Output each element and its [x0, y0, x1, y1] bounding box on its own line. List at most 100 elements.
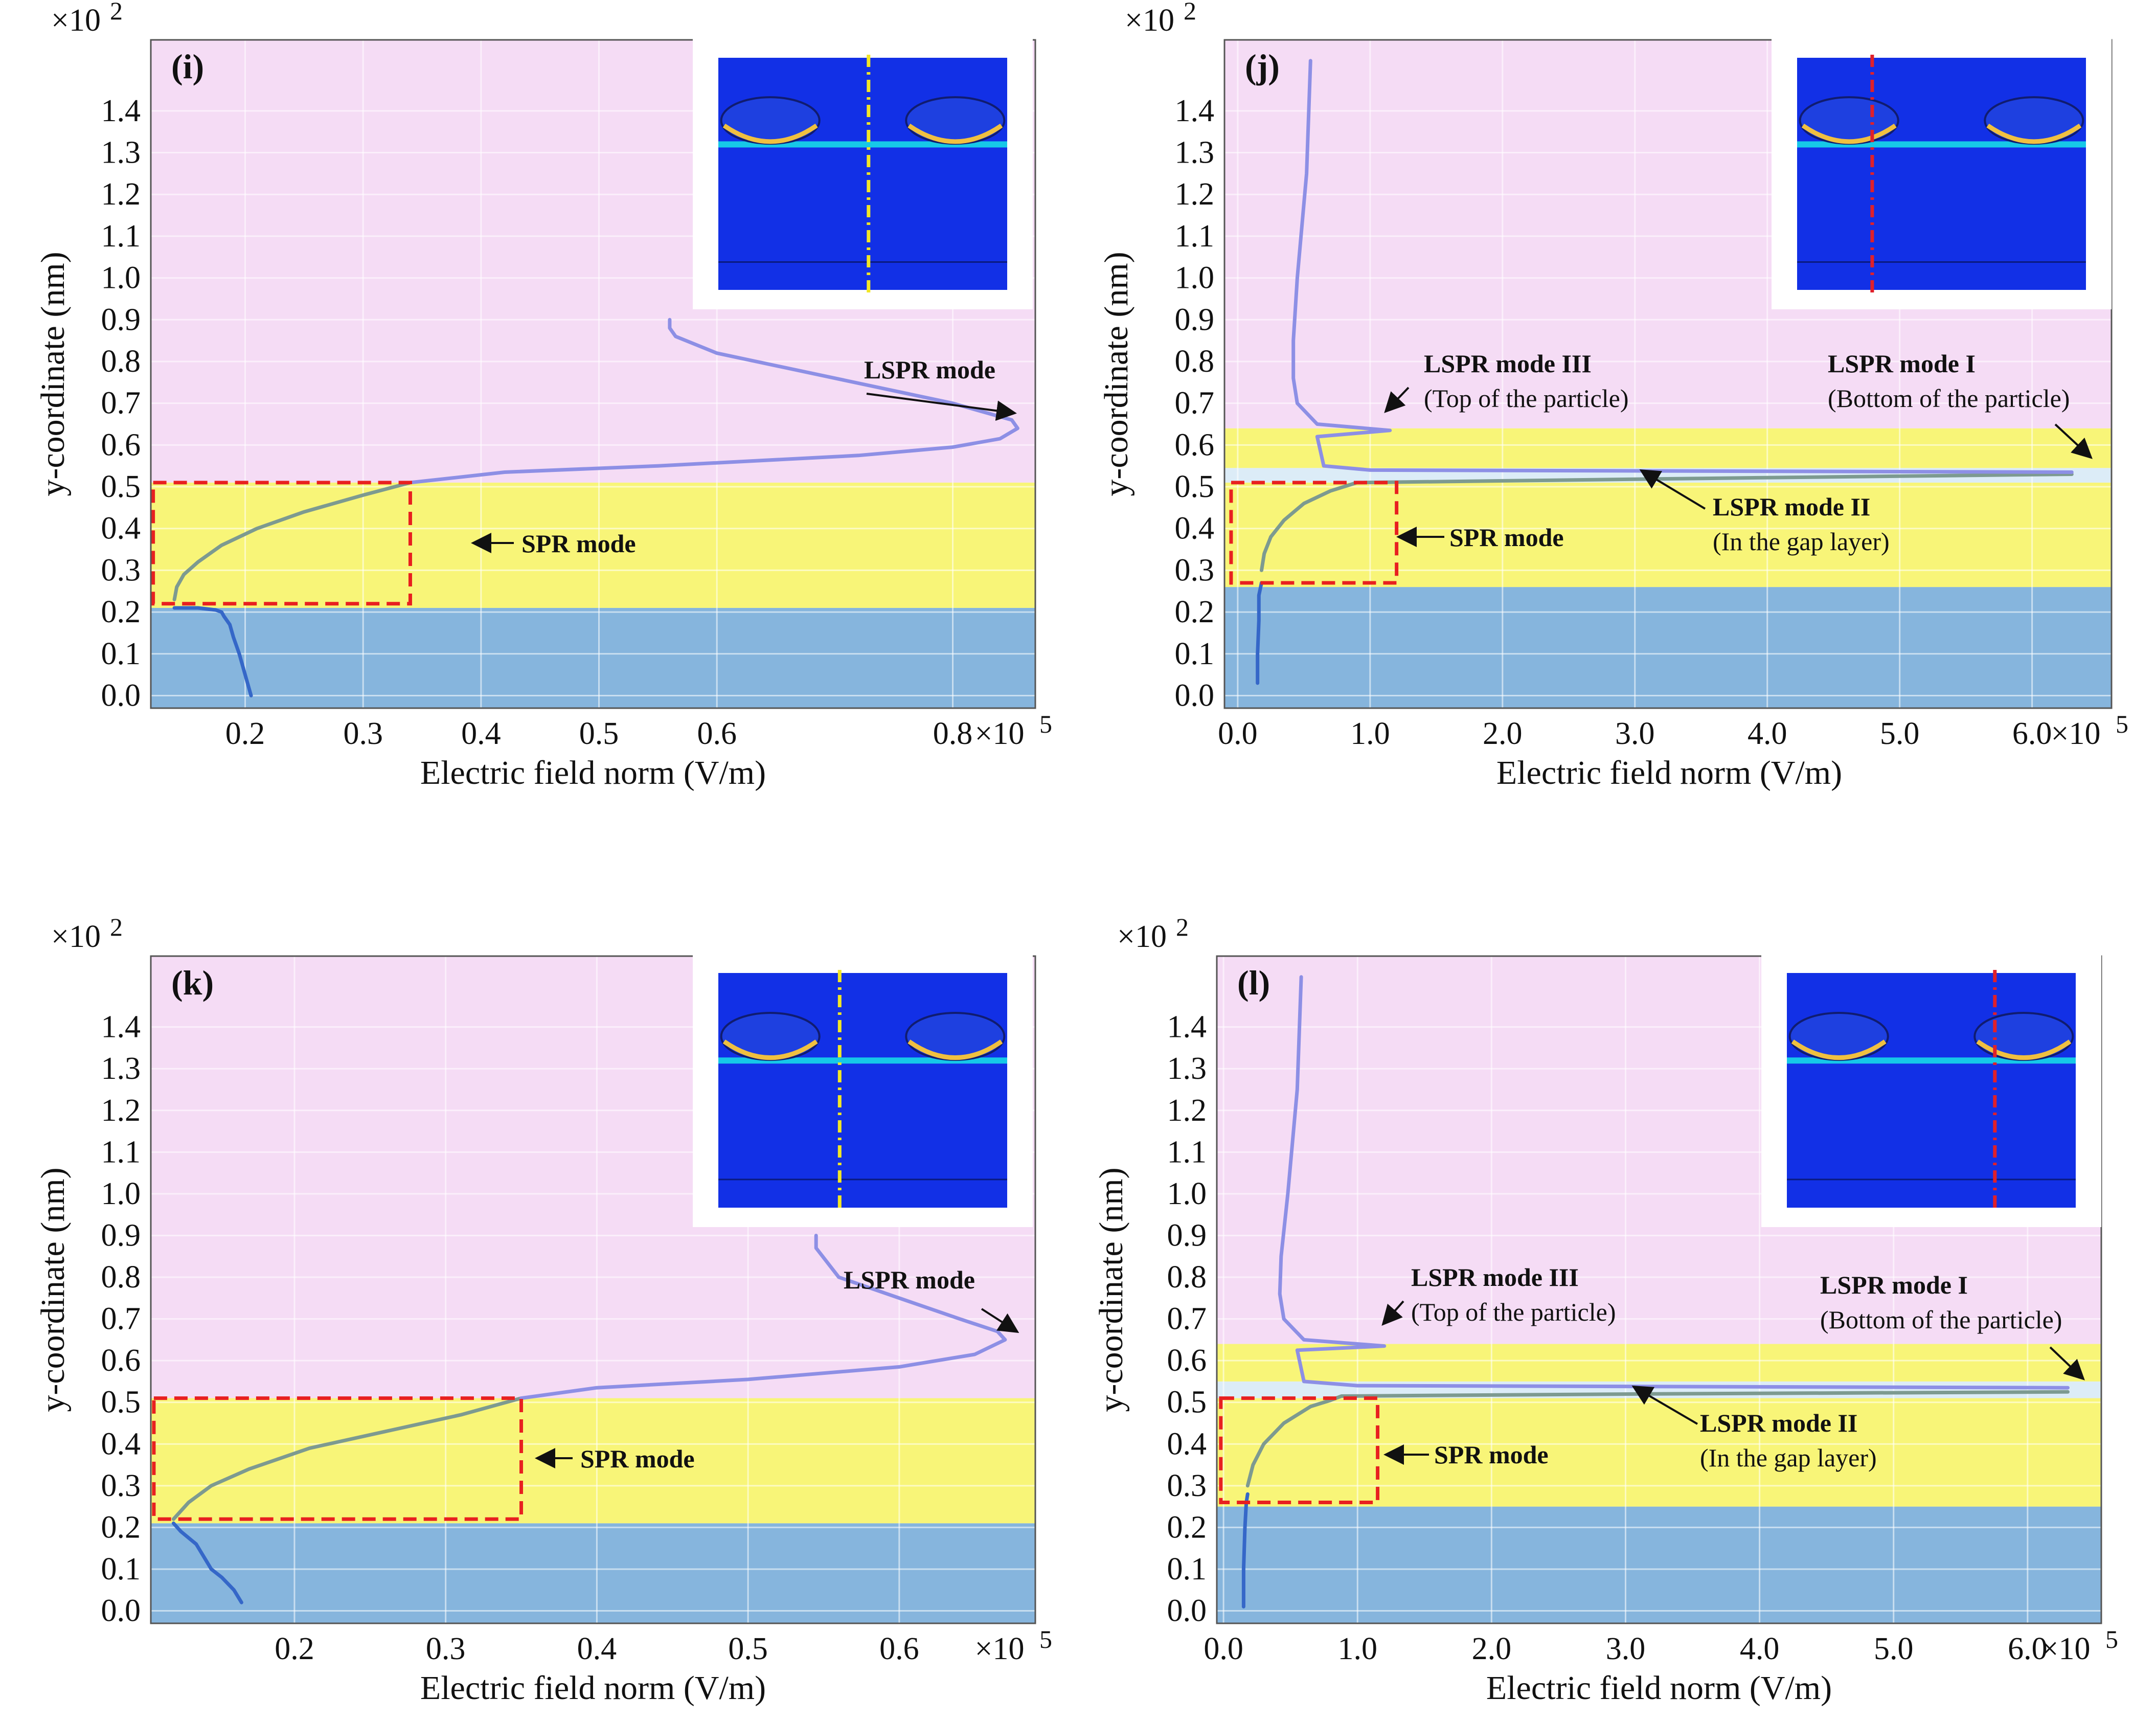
x-tick-label: 0.2	[225, 716, 265, 751]
y-tick-label: 0.9	[1175, 302, 1215, 337]
series-line-gold	[1245, 1390, 2070, 1488]
x-tick-label: 6.0	[2012, 716, 2052, 751]
y-tick-label: 0.1	[1167, 1552, 1207, 1587]
series-line-gold	[172, 481, 412, 602]
x-tick-label: 0.3	[343, 716, 383, 751]
spr-box	[1219, 1396, 1380, 1504]
y-tick-label: 0.9	[101, 302, 141, 337]
inset-hotspot	[1791, 1039, 1887, 1060]
x-tick-label: 3.0	[1606, 1632, 1646, 1666]
inset-particle	[1984, 96, 2084, 145]
inset-particle	[905, 1012, 1006, 1061]
x-multiplier: ×10	[975, 716, 1025, 751]
plot-frame	[150, 955, 1036, 1624]
inset-particle	[720, 96, 821, 145]
y-tick-label: 0.4	[1175, 511, 1215, 546]
region-gold	[1217, 1344, 2101, 1382]
y-multiplier: ×10	[51, 919, 101, 954]
inset-particle	[1799, 96, 1899, 145]
y-tick-label: 0.7	[101, 386, 141, 421]
y-axis-label: y-coordinate (nm)	[34, 252, 72, 496]
y-tick-label: 1.4	[1167, 1010, 1207, 1045]
y-tick-label: 0.3	[101, 1468, 141, 1503]
annotation-label: SPR mode	[580, 1444, 695, 1473]
annotation-label: SPR mode	[521, 529, 636, 558]
y-multiplier: ×10	[1125, 3, 1174, 38]
annotation-arrow	[1639, 469, 1706, 510]
x-tick-label: 0.3	[426, 1632, 466, 1666]
y-tick-label: 1.0	[1175, 261, 1215, 296]
region-gold	[151, 1398, 1035, 1524]
y-tick-label: 0.0	[101, 678, 141, 713]
chart-panel-i: 0.2 0.3 0.4 0.5 0.6 0.8 0.0 0.1 0.2 0.3 0.4 0.5 0.6 0…	[34, 0, 1052, 791]
y-tick-label: 1.3	[101, 1051, 141, 1086]
annotation-arrow	[1384, 387, 1410, 413]
y-tick-label: 0.1	[1175, 637, 1215, 671]
y-tick-label: 1.1	[101, 1135, 141, 1169]
annotation-sublabel: (Bottom of the particle)	[1828, 384, 2070, 413]
y-multiplier: ×10	[51, 3, 101, 38]
annotation-arrow	[981, 1308, 1019, 1333]
annotation-label: LSPR mode I	[1820, 1271, 1968, 1299]
x-axis-label: Electric field norm (V/m)	[1496, 754, 1842, 791]
spr-box	[151, 481, 412, 606]
y-tick-label: 0.2	[1175, 595, 1215, 629]
y-tick-label: 0.3	[101, 553, 141, 587]
inset-hotspot	[1801, 123, 1897, 144]
inset-hotspot	[722, 1039, 818, 1060]
y-tick-label: 0.5	[1167, 1385, 1207, 1420]
y-tick-label: 1.2	[101, 1093, 141, 1128]
y-axis-label: y-coordinate (nm)	[1098, 252, 1135, 496]
x-tick-label: 1.0	[1350, 716, 1390, 751]
y-tick-label: 0.6	[1167, 1343, 1207, 1378]
x-tick-label: 4.0	[1740, 1632, 1780, 1666]
y-tick-label: 0.1	[101, 637, 141, 671]
inset-gap-band	[718, 141, 1007, 148]
x-tick-label: 2.0	[1472, 1632, 1512, 1666]
plot-frame	[1223, 39, 2113, 709]
y-tick-label: 0.5	[101, 1385, 141, 1420]
x-axis-label: Electric field norm (V/m)	[420, 754, 766, 791]
inset-field-map	[718, 973, 1007, 1208]
panel-label: (k)	[171, 963, 214, 1002]
y-tick-label: 0.2	[101, 595, 141, 629]
annotation-label: LSPR mode	[844, 1265, 975, 1294]
y-tick-label: 0.6	[1175, 427, 1215, 462]
y-tick-label: 0.0	[1175, 678, 1215, 713]
inset-gap-band	[1797, 141, 2086, 148]
x-tick-label: 0.6	[697, 716, 737, 751]
x-tick-label: 5.0	[1874, 1632, 1914, 1666]
y-tick-label: 0.8	[101, 1260, 141, 1295]
inset-gap-band	[1787, 1057, 2076, 1064]
y-tick-label: 0.3	[1167, 1468, 1207, 1503]
y-tick-label: 1.0	[101, 261, 141, 296]
annotation-label: LSPR mode	[864, 355, 995, 384]
x-tick-label: 0.4	[577, 1632, 617, 1666]
inset-particle	[1788, 1012, 1889, 1061]
y-tick-label: 1.1	[101, 219, 141, 254]
y-tick-label: 1.2	[1175, 177, 1215, 212]
inset-field-map	[718, 58, 1007, 290]
y-tick-label: 0.0	[101, 1594, 141, 1628]
inset-particle	[720, 1012, 821, 1061]
y-multiplier-exp: 2	[1176, 913, 1189, 941]
inset-gap-band	[718, 1057, 1007, 1064]
inset-hotspot	[1986, 123, 2082, 144]
y-tick-label: 1.2	[1167, 1093, 1207, 1128]
y-tick-label: 1.0	[101, 1176, 141, 1211]
annotation-arrow	[1381, 1300, 1404, 1326]
inset-field-map	[1787, 973, 2076, 1208]
inset-hotspot	[1976, 1039, 2072, 1060]
annotation-label: SPR mode	[1449, 523, 1564, 552]
y-tick-label: 1.1	[1175, 219, 1215, 254]
y-tick-label: 0.6	[101, 1343, 141, 1378]
y-tick-label: 1.3	[101, 135, 141, 170]
annotation-sublabel: (Bottom of the particle)	[1820, 1305, 2062, 1334]
plot-frame	[1216, 955, 2102, 1624]
y-tick-label: 1.0	[1167, 1176, 1207, 1211]
x-tick-label: 0.8	[933, 716, 973, 751]
y-axis-label: y-coordinate (nm)	[34, 1167, 72, 1412]
x-tick-label: 0.5	[579, 716, 619, 751]
region-gold	[1224, 482, 2112, 587]
region-gold	[1217, 1398, 2101, 1507]
